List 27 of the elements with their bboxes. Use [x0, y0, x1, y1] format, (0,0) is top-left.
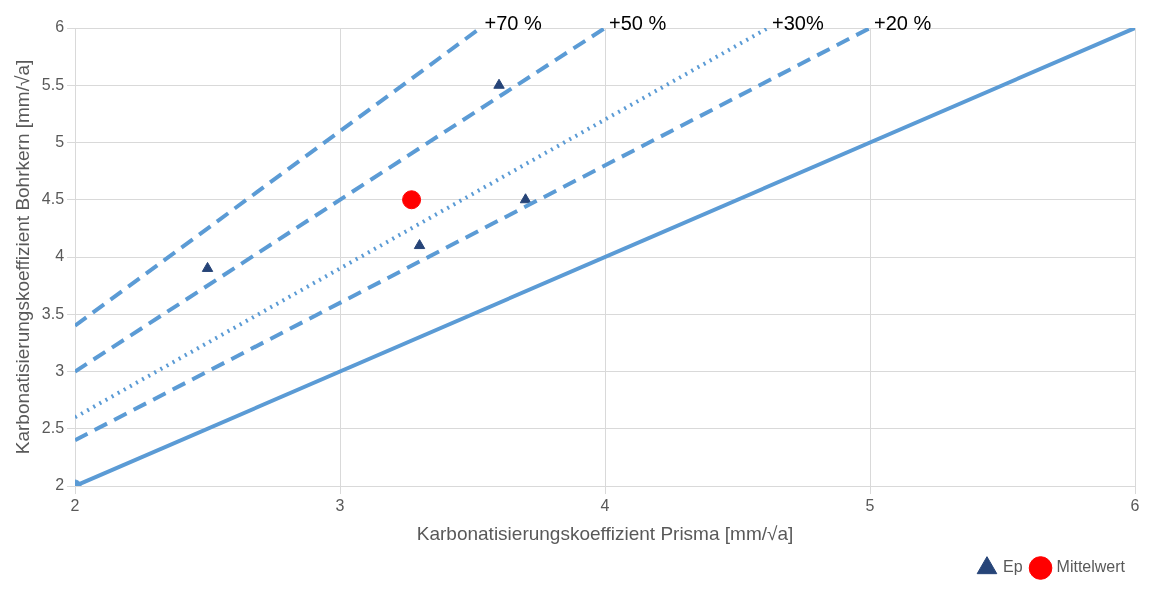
annotation: +50 % — [609, 11, 667, 34]
x-tick-label: 3 — [335, 497, 345, 515]
annotation: +70 % — [484, 11, 542, 34]
y-tick-label: 4.5 — [41, 190, 65, 208]
point — [402, 190, 422, 210]
point — [493, 78, 505, 89]
x-tick-label: 4 — [600, 497, 610, 515]
point — [413, 239, 426, 250]
y-tick-label: 5 — [55, 132, 65, 150]
legend-label: Ep — [1002, 558, 1023, 576]
y-tick-label: 4 — [55, 247, 65, 265]
y-tick-label: 5.5 — [41, 75, 65, 93]
y-tick-label: 2.5 — [41, 419, 65, 437]
y-axis-title: Karbonatisierungskoeffizient Bohrkern [mm/√a] — [11, 59, 33, 455]
x-axis-title: Karbonatisierungskoeffizient Prisma [mm/√a] — [416, 522, 794, 544]
y-tick-label: 3 — [55, 361, 65, 379]
annotation: +20 % — [874, 11, 932, 34]
x-tick-label: 2 — [70, 497, 80, 515]
y-tick-label: 2 — [55, 476, 65, 494]
y-tick-label: 3.5 — [41, 304, 65, 322]
y-tick-label: 6 — [55, 18, 65, 36]
point — [201, 261, 214, 272]
legend-label: Mittelwert — [1056, 558, 1126, 576]
point — [519, 193, 532, 204]
x-tick-label: 6 — [1130, 497, 1140, 515]
x-tick-label: 5 — [865, 497, 875, 515]
annotation: +30% — [771, 11, 824, 34]
